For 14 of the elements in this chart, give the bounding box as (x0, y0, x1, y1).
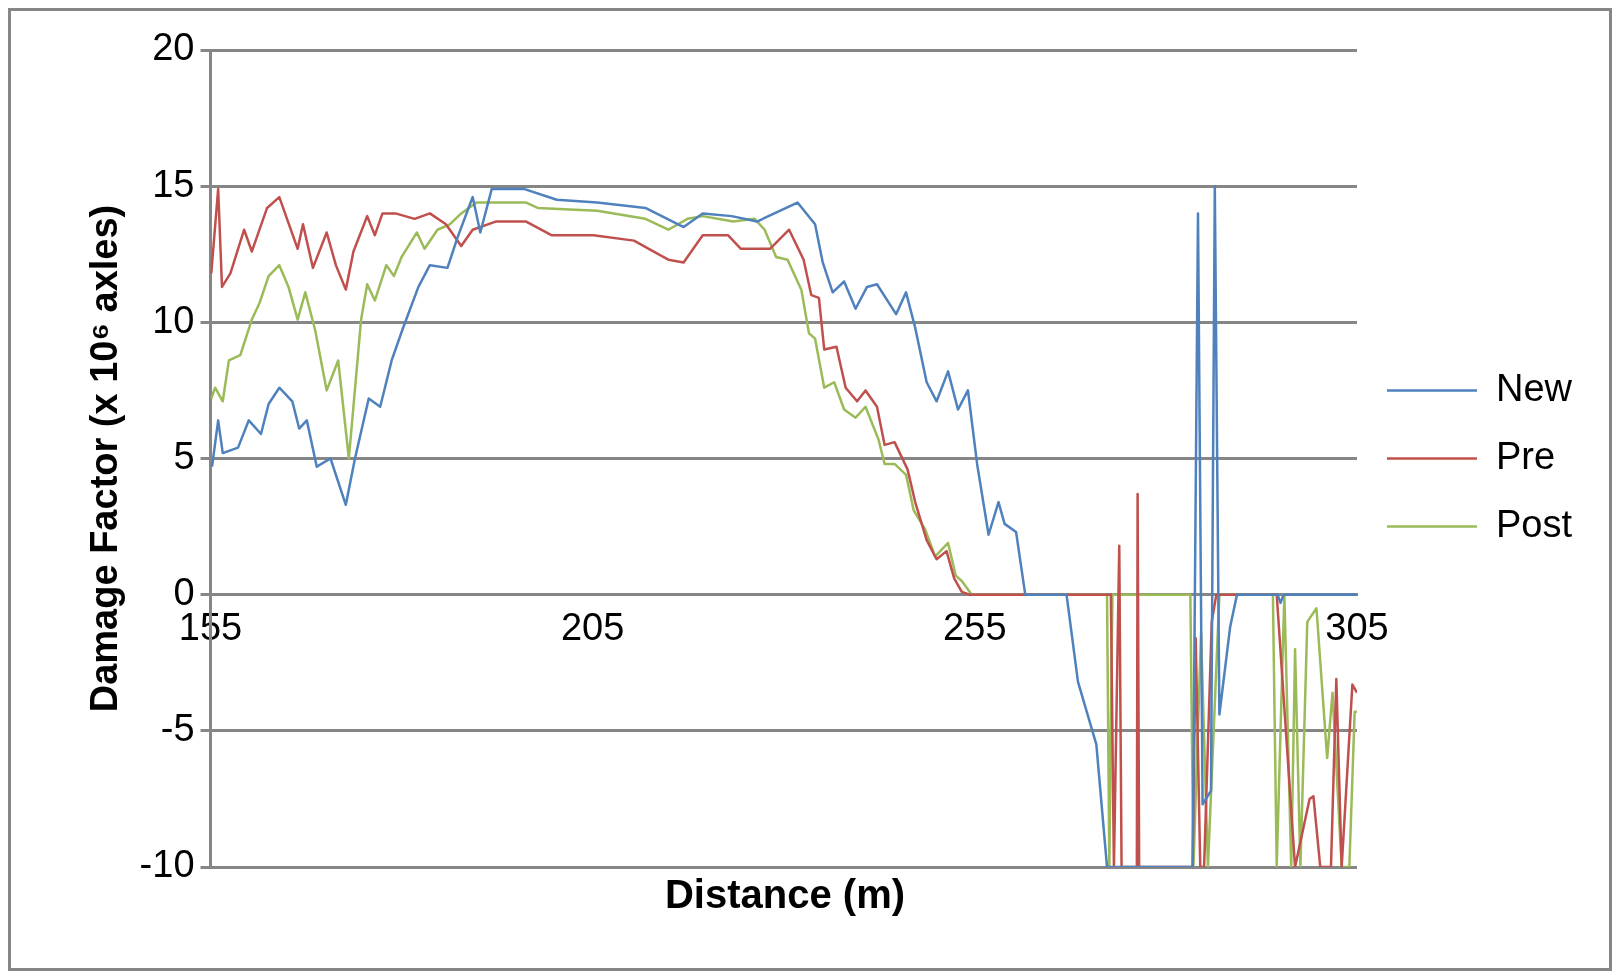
x-tick-label: 205 (560, 605, 625, 648)
y-tick-label: 10 (152, 298, 195, 341)
y-axis-title: Damage Factor (x 10⁶ axles) (83, 204, 126, 713)
y-tick-label: -5 (160, 707, 195, 750)
y-tick-label: 15 (152, 162, 195, 205)
legend-label: Post (1495, 502, 1573, 545)
y-tick-label: 20 (152, 26, 195, 69)
y-tick-label: -10 (139, 843, 195, 886)
x-tick-label: 255 (943, 605, 1007, 648)
x-tick-label: 305 (1325, 605, 1389, 648)
y-tick-label: 5 (173, 434, 195, 477)
legend-label: New (1495, 366, 1573, 409)
legend-label: Pre (1495, 434, 1556, 477)
x-axis-title: Distance (m) (663, 872, 907, 917)
